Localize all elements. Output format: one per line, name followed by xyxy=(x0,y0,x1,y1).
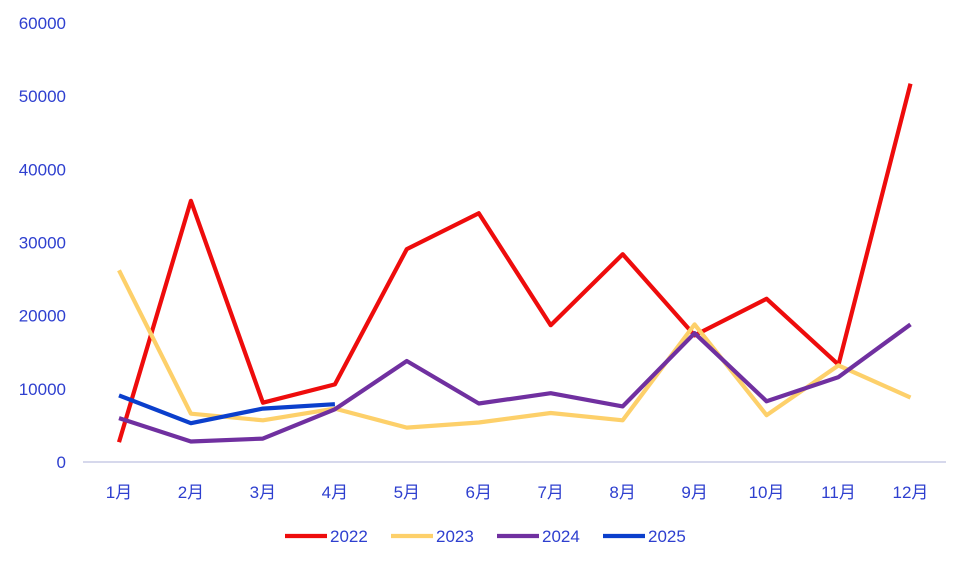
series-line-2023 xyxy=(117,269,912,430)
x-tick-label: 6月 xyxy=(466,483,492,502)
x-tick-label: 7月 xyxy=(537,483,563,502)
legend-label-2024: 2024 xyxy=(542,527,580,546)
legend-label-2023: 2023 xyxy=(436,527,474,546)
y-tick-label: 60000 xyxy=(19,14,66,33)
legend-label-2022: 2022 xyxy=(330,527,368,546)
x-tick-label: 8月 xyxy=(609,483,635,502)
x-tick-label: 1月 xyxy=(106,483,132,502)
x-tick-label: 12月 xyxy=(892,483,928,502)
x-tick-label: 10月 xyxy=(749,483,785,502)
x-tick-label: 5月 xyxy=(394,483,420,502)
series-line-2024 xyxy=(118,322,912,444)
series-line-2025 xyxy=(118,393,336,426)
y-tick-label: 50000 xyxy=(19,87,66,106)
x-tick-label: 2月 xyxy=(178,483,204,502)
x-tick-label: 9月 xyxy=(681,483,707,502)
series-line-2022 xyxy=(116,83,913,443)
legend-label-2025: 2025 xyxy=(648,527,686,546)
x-tick-label: 11月 xyxy=(821,483,856,502)
x-axis-tick-labels: 1月 2月 3月 4月 5月 6月 7月 8月 9月 10月 11月 12月 xyxy=(106,483,929,502)
y-tick-label: 20000 xyxy=(19,307,66,326)
y-tick-label: 30000 xyxy=(19,234,66,253)
y-tick-label: 40000 xyxy=(19,160,66,179)
y-tick-label: 0 xyxy=(57,453,66,472)
x-tick-label: 3月 xyxy=(250,483,276,502)
y-tick-label: 10000 xyxy=(19,380,66,399)
series-lines xyxy=(116,83,913,444)
x-tick-label: 4月 xyxy=(322,483,348,502)
y-axis-tick-labels: 0 10000 20000 30000 40000 50000 60000 xyxy=(19,14,66,472)
legend: 2022 2023 2024 2025 xyxy=(285,527,686,546)
